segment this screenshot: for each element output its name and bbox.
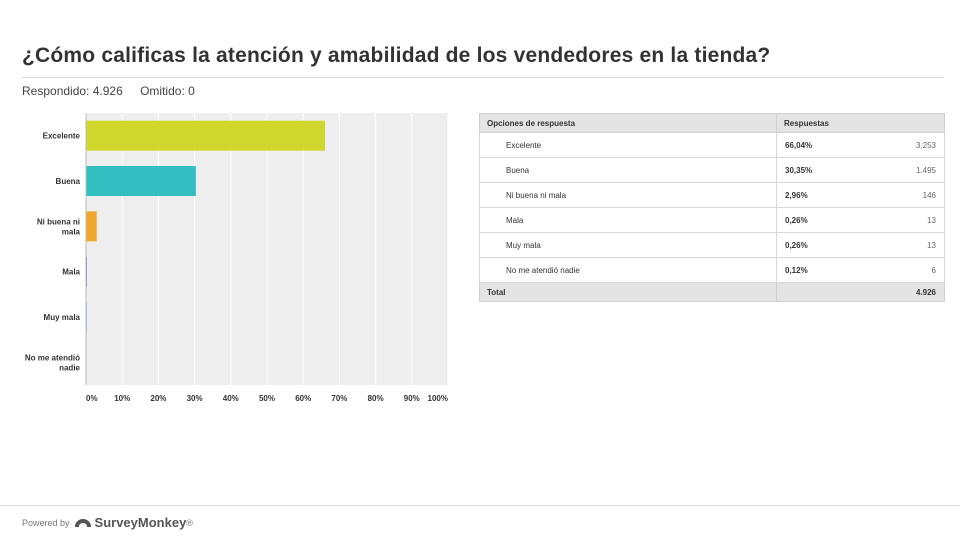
category-label: Muy mala [44,313,81,322]
category-label: Excelente [43,132,81,141]
powered-by-text: Powered by [22,517,70,528]
row-percent: 2,96% [785,190,808,200]
table-header-row: Opciones de respuesta Respuestas [479,113,945,133]
surveymonkey-logo-icon [74,518,91,527]
x-tick-label: 90% [404,394,420,403]
x-tick-label: 100% [428,394,448,403]
row-count: 6 [931,265,936,275]
row-percent: 0,12% [785,265,808,275]
x-tick-label: 50% [259,394,275,403]
footer-divider [0,505,960,506]
bar-2 [86,211,97,242]
header-responses: Respuestas [776,113,945,133]
category-label: Buena [56,177,81,186]
x-tick-label: 0% [86,394,98,403]
x-tick-label: 10% [114,394,130,403]
header-options: Opciones de respuesta [479,113,777,133]
total-value: 4.926 [915,287,936,297]
bar-0 [86,120,326,151]
page-title: ¿Cómo calificas la atención y amabilidad… [22,44,771,67]
x-tick-label: 60% [295,394,311,403]
category-label: mala [62,227,81,236]
table-total-row: Total 4.926 [479,282,945,302]
responses-table-container: Opciones de respuesta Respuestas Excelen… [479,113,945,302]
footer: Powered by SurveyMonkey ® [22,515,197,530]
row-count: 3.253 [915,140,936,150]
row-percent: 0,26% [785,240,808,250]
row-option: Excelente [479,132,777,158]
table-row: Buena 30,35% 1.495 [479,157,945,183]
x-tick-label: 20% [150,394,166,403]
answered-count: Respondido: 4.926 [22,84,123,98]
total-label: Total [479,282,777,302]
row-percent: 66,04% [785,140,813,150]
total-response: 4.926 [776,282,945,302]
x-tick-label: 30% [187,394,203,403]
category-label: Mala [62,268,80,277]
table-row: No me atendió nadie 0,12% 6 [479,257,945,283]
row-response: 0,26% 13 [776,207,945,233]
table-row: Excelente 66,04% 3.253 [479,132,945,158]
row-option: Muy mala [479,232,777,258]
table-row: Mala 0,26% 13 [479,207,945,233]
category-label: Ni buena ni [37,217,80,226]
x-tick-label: 80% [368,394,384,403]
x-tick-label: 40% [223,394,239,403]
brand-name: SurveyMonkey [94,515,187,530]
title-divider [22,77,944,78]
row-option: Mala [479,207,777,233]
row-percent: 0,26% [785,215,808,225]
row-option: Ni buena ni mala [479,182,777,208]
row-percent: 30,35% [785,165,813,175]
row-response: 30,35% 1.495 [776,157,945,183]
response-stats: Respondido: 4.926 Omitido: 0 [22,84,209,98]
row-response: 2,96% 146 [776,182,945,208]
bar-1 [86,166,196,196]
row-count: 1.495 [915,165,936,175]
category-label: No me atendió [25,353,80,362]
category-label: nadie [59,363,80,372]
row-option: No me atendió nadie [479,257,777,283]
row-count: 13 [927,215,936,225]
brand-mark: ® [186,517,193,528]
row-count: 13 [927,240,936,250]
row-count: 146 [922,190,936,200]
row-response: 66,04% 3.253 [776,132,945,158]
row-response: 0,26% 13 [776,232,945,258]
responses-table: Opciones de respuesta Respuestas Excelen… [479,113,945,302]
x-tick-label: 70% [331,394,347,403]
row-response: 0,12% 6 [776,257,945,283]
table-row: Muy mala 0,26% 13 [479,232,945,258]
skipped-count: Omitido: 0 [140,84,195,98]
table-row: Ni buena ni mala 2,96% 146 [479,182,945,208]
row-option: Buena [479,157,777,183]
